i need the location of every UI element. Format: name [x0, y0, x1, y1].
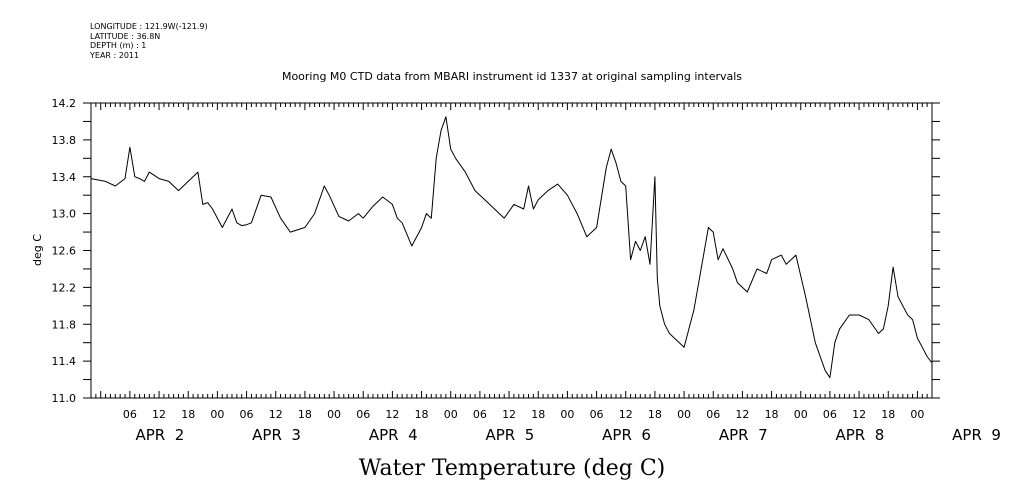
y-tick-label: 14.2 — [52, 97, 77, 110]
x-day-label: APR 8 — [836, 426, 885, 444]
x-tick-label: 18 — [181, 408, 195, 421]
x-tick-label: 18 — [881, 408, 895, 421]
y-tick-label: 13.0 — [52, 208, 77, 221]
x-tick-label: 06 — [590, 408, 604, 421]
x-tick-label: 06 — [240, 408, 254, 421]
y-tick-label: 11.8 — [52, 318, 77, 331]
x-tick-label: 12 — [735, 408, 749, 421]
day-labels: APR 2 APR 3 APR 4 APR 5 APR 6 APR 7 APR 8 APR 9 — [135, 426, 1001, 444]
longitude-text: LONGITUDE : 121.9W(-121.9) — [90, 22, 208, 31]
x-tick-label: 00 — [677, 408, 691, 421]
y-tick-label: 12.2 — [52, 281, 77, 294]
x-tick-label: 12 — [269, 408, 283, 421]
x-tick-label: 00 — [910, 408, 924, 421]
plot-frame — [90, 102, 933, 399]
x-tick-label: 00 — [327, 408, 341, 421]
x-tick-label: 18 — [765, 408, 779, 421]
x-day-label: APR 4 — [369, 426, 418, 444]
latitude-text: LATITUDE : 36.8N — [90, 31, 161, 41]
y-tick-label: 13.8 — [52, 134, 77, 147]
x-tick-label: 06 — [706, 408, 720, 421]
axis-ticks — [83, 102, 940, 399]
x-tick-label: 18 — [415, 408, 429, 421]
x-tick-label: 06 — [356, 408, 370, 421]
x-tick-label: 00 — [560, 408, 574, 421]
y-tick-labels: 11.0 11.4 11.8 12.2 12.6 13.0 13.4 13.8 14.2 — [52, 97, 77, 405]
year-text: YEAR : 2011 — [90, 50, 140, 60]
x-tick-labels: 06 12 18 00 06 12 18 00 06 12 18 00 06 12 18 00 06 12 18 00… — [123, 408, 925, 421]
depth-text: DEPTH (m) : 1 — [90, 41, 147, 50]
x-tick-label: 18 — [648, 408, 662, 421]
y-tick-label: 13.4 — [52, 171, 77, 184]
x-day-label: APR 3 — [252, 426, 301, 444]
y-tick-label: 12.6 — [52, 245, 77, 258]
y-tick-label: 11.4 — [52, 355, 77, 368]
x-tick-label: 06 — [473, 408, 487, 421]
x-day-label: APR 9 — [952, 426, 1001, 444]
metadata-block: LONGITUDE : 121.9W(-121.9) LATITUDE : 36… — [90, 22, 208, 60]
x-axis-label: Water Temperature (deg C) — [359, 456, 666, 481]
x-tick-label: 00 — [794, 408, 808, 421]
x-tick-label: 12 — [852, 408, 866, 421]
y-axis-label: deg C — [31, 234, 44, 266]
y-tick-label: 11.0 — [52, 392, 77, 405]
x-tick-label: 06 — [123, 408, 137, 421]
x-day-label: APR 7 — [719, 426, 768, 444]
series-line-water-temperature — [90, 116, 933, 379]
x-tick-label: 18 — [298, 408, 312, 421]
x-day-label: APR 6 — [602, 426, 651, 444]
x-tick-label: 06 — [823, 408, 837, 421]
x-tick-label: 12 — [152, 408, 166, 421]
x-tick-label: 12 — [619, 408, 633, 421]
chart-title: Mooring M0 CTD data from MBARI instrumen… — [282, 70, 742, 83]
x-tick-label: 12 — [385, 408, 399, 421]
x-tick-label: 18 — [531, 408, 545, 421]
x-tick-label: 00 — [210, 408, 224, 421]
x-tick-label: 12 — [502, 408, 516, 421]
x-tick-label: 00 — [444, 408, 458, 421]
x-day-label: APR 2 — [135, 426, 184, 444]
x-day-label: APR 5 — [485, 426, 534, 444]
